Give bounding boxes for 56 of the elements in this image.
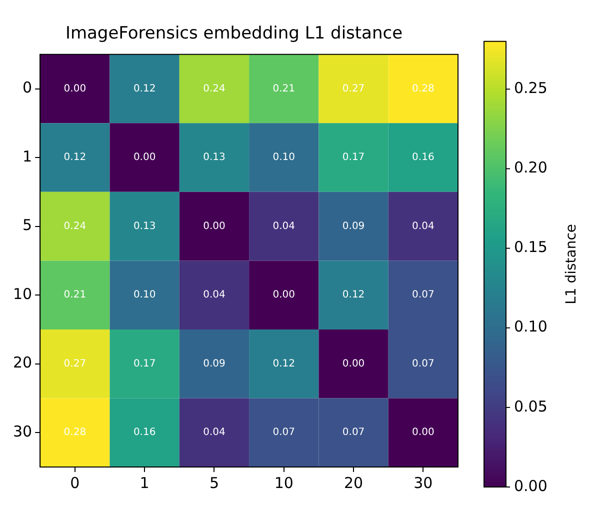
- y-tick-label: 10: [12, 284, 32, 303]
- data-label: 0.00: [133, 152, 156, 164]
- data-label: 0.10: [133, 290, 156, 301]
- data-label: 0.00: [342, 358, 365, 370]
- data-label: 0.12: [64, 152, 86, 164]
- color-bar-label: 0.00: [514, 476, 548, 495]
- x-tick-label: 10: [274, 474, 294, 492]
- data-label: 0.04: [203, 427, 226, 438]
- data-label: 0.00: [272, 290, 295, 301]
- y-tick-label: 0: [22, 78, 32, 97]
- data-label: 0.24: [203, 83, 226, 94]
- data-label: 0.12: [342, 290, 365, 301]
- y-tick-label: 1: [22, 147, 32, 166]
- data-label: 0.07: [272, 427, 295, 438]
- data-label: 0.09: [342, 220, 365, 232]
- data-label: 0.09: [203, 358, 226, 370]
- color-bar-label: 0.15: [514, 238, 548, 256]
- chart-title: ImageForensics embedding L1 distance: [65, 24, 403, 44]
- data-label: 0.28: [64, 427, 86, 438]
- data-label: 0.24: [64, 220, 86, 232]
- data-label: 0.04: [272, 220, 295, 232]
- x-tick-label: 20: [344, 474, 364, 492]
- data-label: 0.04: [412, 220, 434, 232]
- x-tick-label: 30: [414, 474, 433, 492]
- color-bar-label: 0.05: [514, 397, 548, 416]
- data-label: 0.04: [203, 290, 226, 301]
- y-tick-label: 30: [12, 422, 32, 441]
- data-label: 0.12: [133, 83, 156, 94]
- x-tick-label: 5: [209, 474, 219, 492]
- color-bar-label: 0.20: [514, 158, 548, 177]
- x-tick-label: 1: [140, 474, 150, 492]
- data-label: 0.17: [342, 152, 365, 164]
- data-label: 0.17: [133, 358, 156, 370]
- data-label: 0.07: [342, 427, 365, 438]
- data-label: 0.16: [412, 152, 434, 164]
- data-label: 0.27: [64, 358, 86, 370]
- data-label: 0.10: [272, 152, 295, 164]
- color-bar-title: L1 distance: [564, 224, 580, 304]
- x-tick-label: 0: [70, 474, 80, 492]
- data-label: 0.27: [342, 83, 365, 94]
- data-label: 0.07: [412, 358, 434, 370]
- data-label: 0.21: [64, 290, 86, 301]
- data-label: 0.00: [412, 427, 434, 438]
- data-label: 0.12: [272, 358, 295, 370]
- data-label: 0.00: [64, 83, 86, 94]
- data-label: 0.13: [203, 152, 226, 164]
- color-bar-label: 0.25: [514, 79, 548, 98]
- data-label: 0.16: [133, 427, 156, 438]
- data-label: 0.21: [272, 83, 295, 94]
- y-tick-label: 20: [12, 354, 32, 372]
- data-label: 0.28: [412, 83, 434, 94]
- color-bar-label: 0.10: [514, 318, 548, 336]
- y-tick-label: 5: [22, 216, 32, 234]
- data-label: 0.13: [133, 220, 156, 232]
- data-label: 0.07: [412, 290, 434, 301]
- data-label: 0.00: [203, 220, 226, 232]
